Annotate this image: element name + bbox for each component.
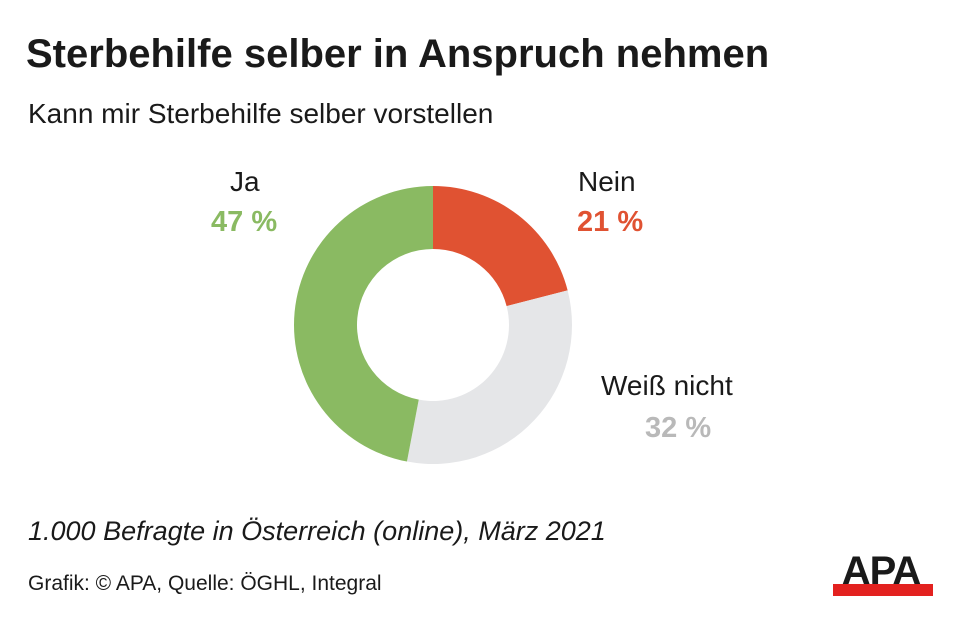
value-nein: 21 % <box>577 206 644 238</box>
value-ja: 47 % <box>211 206 278 238</box>
slice-ja <box>293 186 433 462</box>
label-nein: Nein <box>578 166 636 197</box>
slice-nein <box>433 186 568 307</box>
source-credit: Grafik: © APA, Quelle: ÖGHL, Integral <box>28 572 382 595</box>
chart-title: Sterbehilfe selber in Anspruch nehmen <box>26 32 770 76</box>
slice-weiß-nicht <box>406 290 572 465</box>
label-ja: Ja <box>230 166 260 197</box>
apa-logo: APA <box>833 552 933 596</box>
value-weiss-nicht: 32 % <box>645 412 712 444</box>
survey-note: 1.000 Befragte in Österreich (online), M… <box>28 516 606 546</box>
chart-subtitle: Kann mir Sterbehilfe selber vorstellen <box>28 98 494 129</box>
label-weiss-nicht: Weiß nicht <box>601 370 733 401</box>
